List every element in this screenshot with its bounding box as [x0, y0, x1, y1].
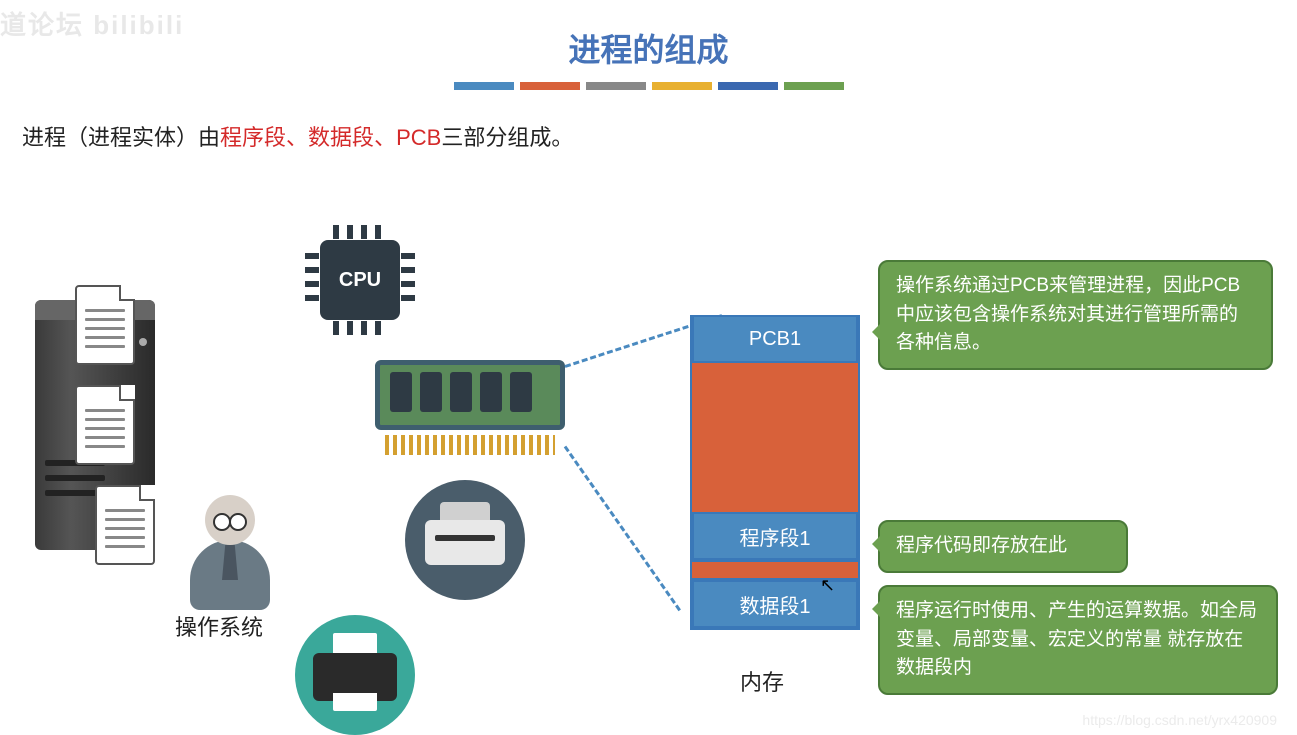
strip-1 — [454, 82, 514, 90]
callout-pcb: 操作系统通过PCB来管理进程，因此PCB中应该包含操作系统对其进行管理所需的各种… — [878, 260, 1273, 370]
cpu-label: CPU — [320, 240, 400, 320]
cpu-icon: CPU — [305, 225, 415, 335]
cursor-icon: ↖ — [820, 575, 835, 596]
memory-program-segment: 程序段1 — [692, 512, 858, 560]
subtitle-sep1: 、 — [286, 125, 308, 150]
subtitle-post: 三部分组成。 — [441, 125, 573, 150]
memory-pcb-segment: PCB1 — [692, 315, 858, 363]
memory-label: 内存 — [740, 665, 784, 697]
strip-6 — [784, 82, 844, 90]
title-color-strip — [454, 82, 844, 90]
printer-icon-1 — [405, 480, 525, 600]
strip-2 — [520, 82, 580, 90]
strip-3 — [586, 82, 646, 90]
page-title: 进程的组成 — [0, 25, 1297, 71]
strip-5 — [718, 82, 778, 90]
strip-4 — [652, 82, 712, 90]
watermark-bottomright: https://blog.csdn.net/yrx420909 — [1082, 712, 1277, 728]
os-label: 操作系统 — [175, 610, 263, 642]
subtitle-hl2: 数据段 — [308, 125, 374, 150]
callout-program: 程序代码即存放在此 — [878, 520, 1128, 573]
dash-line-bottom — [564, 446, 681, 612]
subtitle-hl1: 程序段 — [220, 125, 286, 150]
document-icon-2 — [75, 385, 135, 465]
subtitle-sep2: 、 — [374, 125, 396, 150]
printer-icon-2 — [295, 615, 415, 735]
subtitle-pre: 进程（进程实体）由 — [22, 125, 220, 150]
subtitle-sentence: 进程（进程实体）由程序段、数据段、PCB三部分组成。 — [22, 120, 573, 152]
subtitle-hl3: PCB — [396, 125, 441, 150]
person-icon — [180, 495, 280, 615]
document-icon-1 — [75, 285, 135, 365]
ram-icon — [375, 360, 565, 455]
callout-data: 程序运行时使用、产生的运算数据。如全局变量、局部变量、宏定义的常量 就存放在数据… — [878, 585, 1278, 695]
document-icon-3 — [95, 485, 155, 565]
